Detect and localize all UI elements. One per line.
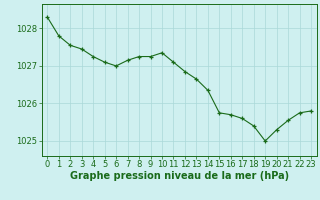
X-axis label: Graphe pression niveau de la mer (hPa): Graphe pression niveau de la mer (hPa) (70, 171, 289, 181)
